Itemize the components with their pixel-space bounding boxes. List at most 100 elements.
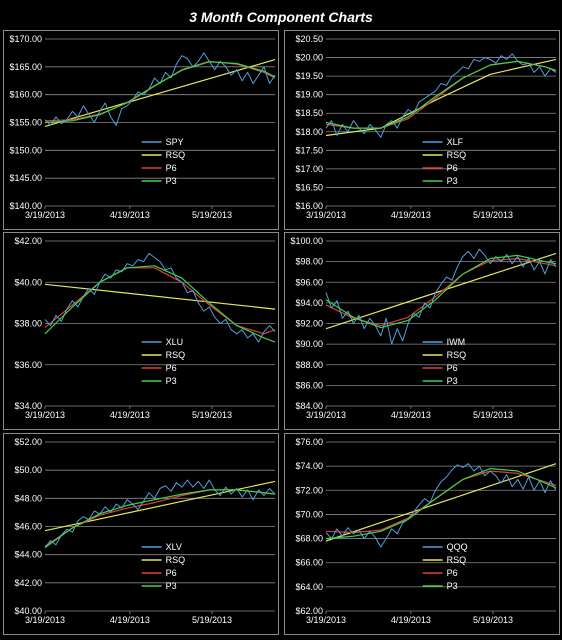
x-tick-label: 5/19/2013 [192,615,232,625]
y-tick-label: $155.00 [9,118,42,128]
legend-label-rsq: RSQ [166,350,186,360]
series-line-p3 [44,61,276,124]
y-tick-label: $62.00 [295,606,323,616]
y-tick-label: $68.00 [295,534,323,544]
y-tick-label: $48.00 [14,493,42,503]
x-tick-label: 3/19/2013 [306,410,346,420]
chart-frame [284,232,560,430]
y-tick-label: $76.00 [295,437,323,447]
y-tick-label: $16.00 [295,201,323,211]
x-tick-label: 4/19/2013 [391,410,431,420]
legend-label-p3: P3 [166,176,177,186]
y-tick-label: $40.00 [14,277,42,287]
x-tick-label: 4/19/2013 [391,615,431,625]
y-tick-label: $16.50 [295,182,323,192]
legend-label-rsq: RSQ [166,555,186,565]
y-tick-label: $165.00 [9,62,42,72]
legend-label-p6: P6 [447,363,458,373]
chart-frame [284,433,560,635]
y-tick-label: $70.00 [295,509,323,519]
legend-label-p6: P6 [166,363,177,373]
legend-label-xlv: XLV [166,542,182,552]
y-tick-label: $17.00 [295,164,323,174]
y-tick-label: $38.00 [14,319,42,329]
y-tick-label: $20.00 [295,53,323,63]
chart-frame [3,433,279,635]
legend-label-p3: P3 [166,376,177,386]
y-tick-label: $20.50 [295,34,323,44]
y-tick-label: $88.00 [295,360,323,370]
y-tick-label: $100.00 [290,236,323,246]
y-tick-label: $17.50 [295,145,323,155]
series-line-rsq [325,252,557,330]
series-line-xlv [44,479,276,548]
x-tick-label: 4/19/2013 [110,410,150,420]
y-tick-label: $46.00 [14,522,42,532]
chart-qqq: $76.00 $74.00 $72.00 $70.00 $68.00 $66.00 $64.… [284,433,560,635]
series-line-rsq [325,58,557,137]
y-tick-label: $34.00 [14,401,42,411]
y-tick-label: $96.00 [295,277,323,287]
legend-label-p6: P6 [166,163,177,173]
series-line-spy [44,52,276,126]
legend-label-rsq: RSQ [447,150,467,160]
chart-spy: $170.00 $165.00 $160.00 $155.00 $150.00 $145.… [3,30,279,230]
chart-xlv: $52.00 $50.00 $48.00 $46.00 $44.00 $42.00 $40.… [3,433,279,635]
series-line-rsq [44,59,276,127]
y-tick-label: $42.00 [14,236,42,246]
y-tick-label: $66.00 [295,558,323,568]
y-tick-label: $160.00 [9,90,42,100]
legend-label-rsq: RSQ [166,150,186,160]
y-tick-label: $150.00 [9,145,42,155]
legend-label-rsq: RSQ [447,350,467,360]
legend-label-p3: P3 [447,176,458,186]
y-tick-label: $92.00 [295,319,323,329]
x-tick-label: 3/19/2013 [306,615,346,625]
x-tick-label: 4/19/2013 [391,210,431,220]
y-tick-label: $74.00 [295,461,323,471]
chart-iwm: $100.00 $98.00 $96.00 $94.00 $92.00 $90.00 $88… [284,232,560,430]
x-tick-label: 3/19/2013 [25,410,65,420]
chart-frame [3,30,279,230]
x-tick-label: 3/19/2013 [306,210,346,220]
series-line-p3 [325,254,557,329]
legend-label-xlf: XLF [447,137,464,147]
legend-label-spy: SPY [166,137,184,147]
chart-frame [284,30,560,230]
series-line-rsq [325,463,557,542]
y-tick-label: $98.00 [295,257,323,267]
y-tick-label: $18.50 [295,108,323,118]
x-tick-label: 5/19/2013 [192,410,232,420]
series-line-p6 [44,267,276,335]
y-tick-label: $19.50 [295,71,323,81]
y-tick-label: $52.00 [14,437,42,447]
x-tick-label: 3/19/2013 [25,615,65,625]
x-tick-label: 5/19/2013 [473,615,513,625]
page-title: 3 Month Component Charts [189,9,373,25]
legend-label-qqq: QQQ [447,542,468,552]
chart-xlu: $42.00 $40.00 $38.00 $36.00 $34.003/19/2013 4… [3,232,279,430]
y-tick-label: $90.00 [295,339,323,349]
y-tick-label: $50.00 [14,465,42,475]
y-tick-label: $84.00 [295,401,323,411]
legend-label-p6: P6 [166,568,177,578]
legend-label-p3: P3 [447,581,458,591]
legend-label-p6: P6 [447,163,458,173]
x-tick-label: 5/19/2013 [473,210,513,220]
y-tick-label: $42.00 [14,578,42,588]
series-line-qqq [325,463,557,548]
series-line-rsq [44,283,276,310]
y-tick-label: $18.00 [295,127,323,137]
y-tick-label: $64.00 [295,582,323,592]
y-tick-label: $145.00 [9,173,42,183]
series-line-iwm [325,248,557,345]
y-tick-label: $140.00 [9,201,42,211]
y-tick-label: $94.00 [295,298,323,308]
chart-frame [3,232,279,430]
chart-xlf: $20.50 $20.00 $19.50 $19.00 $18.50 $18.00 $17.… [284,30,560,230]
series-line-p3 [325,467,557,540]
legend-label-xlu: XLU [166,337,184,347]
x-tick-label: 3/19/2013 [25,210,65,220]
series-line-p3 [325,60,557,129]
y-tick-label: $19.00 [295,90,323,100]
